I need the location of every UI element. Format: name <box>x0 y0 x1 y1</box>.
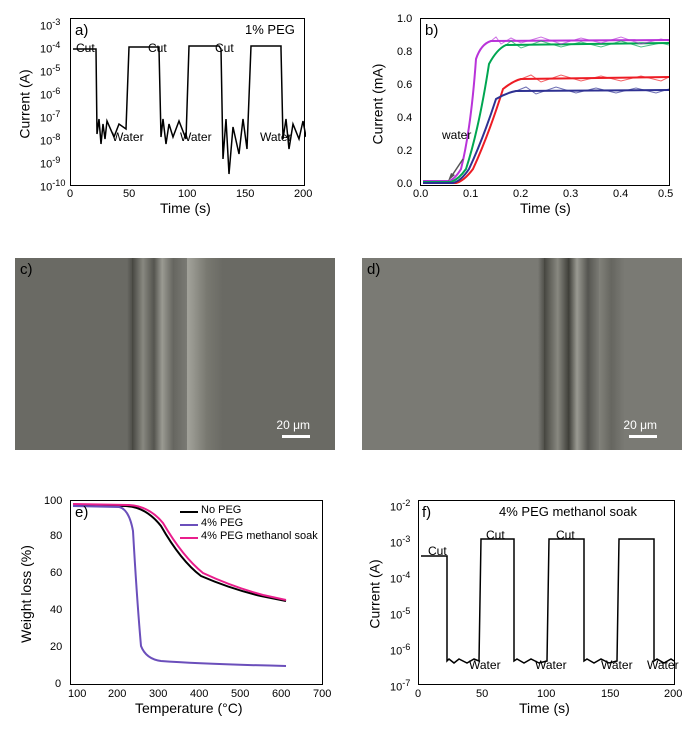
panel-label-d: d) <box>367 261 380 278</box>
ylabel-b: Current (mA) <box>369 64 385 145</box>
panel-label-e: e) <box>75 504 88 521</box>
panel-label-b: b) <box>425 22 438 39</box>
title-a: 1% PEG <box>245 22 295 37</box>
ytick: 0.2 <box>397 145 412 157</box>
scale-text-d: 20 μm <box>623 418 657 432</box>
ytick: 10-2 <box>390 498 410 514</box>
ytick: 0.8 <box>397 46 412 58</box>
ytick: 10-6 <box>40 86 60 102</box>
ytick: 10-7 <box>40 109 60 125</box>
panel-b-svg <box>421 19 671 187</box>
legend-text: 4% PEG <box>201 517 243 529</box>
legend-text: No PEG <box>201 504 241 516</box>
ytick: 40 <box>50 604 62 616</box>
ytick: 1.0 <box>397 13 412 25</box>
legend-line <box>180 524 198 526</box>
sem-image-c: c) 20 μm <box>15 258 335 450</box>
panel-e-svg <box>71 501 324 686</box>
xtick: 0 <box>67 188 73 200</box>
ann: Cut <box>486 528 505 542</box>
ytick: 0.4 <box>397 112 412 124</box>
ann: Water <box>112 130 144 144</box>
ytick: 10-3 <box>40 17 60 33</box>
ytick: 10-10 <box>40 178 65 194</box>
xtick: 200 <box>294 188 312 200</box>
xtick: 300 <box>149 688 167 700</box>
legend-line <box>180 537 198 539</box>
xtick: 50 <box>476 688 488 700</box>
plot-a <box>70 18 305 186</box>
xtick: 50 <box>123 188 135 200</box>
ytick: 10-6 <box>390 642 410 658</box>
xtick: 0.5 <box>658 188 673 200</box>
ytick: 10-8 <box>40 132 60 148</box>
xlabel-a: Time (s) <box>160 200 211 216</box>
ytick: 0 <box>55 678 61 690</box>
xtick: 100 <box>68 688 86 700</box>
ytick: 10-5 <box>390 606 410 622</box>
scale-text-c: 20 μm <box>276 418 310 432</box>
ann: Cut <box>428 544 447 558</box>
ytick: 60 <box>50 567 62 579</box>
xtick: 0 <box>415 688 421 700</box>
xtick: 0.2 <box>513 188 528 200</box>
ylabel-f: Current (A) <box>367 559 383 628</box>
ytick: 0.0 <box>397 178 412 190</box>
xtick: 0.3 <box>563 188 578 200</box>
xtick: 150 <box>236 188 254 200</box>
ytick: 20 <box>50 641 62 653</box>
ytick: 10-5 <box>40 63 60 79</box>
ann: Water <box>260 130 292 144</box>
panel-label-f: f) <box>422 504 431 521</box>
panel-label-a: a) <box>75 22 88 39</box>
ytick: 80 <box>50 530 62 542</box>
scale-bar-c <box>282 435 310 438</box>
xlabel-b: Time (s) <box>520 200 571 216</box>
ann: Cut <box>76 41 95 55</box>
xtick: 100 <box>537 688 555 700</box>
xtick: 0.0 <box>413 188 428 200</box>
ann: Cut <box>148 41 167 55</box>
ann: Water <box>647 658 679 672</box>
ylabel-e: Weight loss (%) <box>18 545 34 643</box>
xtick: 100 <box>178 188 196 200</box>
ann: Water <box>535 658 567 672</box>
xtick: 200 <box>108 688 126 700</box>
plot-e <box>70 500 323 685</box>
panel-label-c: c) <box>20 261 33 278</box>
sem-image-d: d) 20 μm <box>362 258 682 450</box>
scale-bar-d <box>629 435 657 438</box>
xtick: 0.4 <box>613 188 628 200</box>
ann: Water <box>469 658 501 672</box>
legend-line <box>180 511 198 513</box>
legend-text: 4% PEG methanol soak <box>201 530 318 542</box>
ytick: 0.6 <box>397 79 412 91</box>
ytick: 10-7 <box>390 678 410 694</box>
panel-a-svg <box>71 19 306 187</box>
xtick: 600 <box>272 688 290 700</box>
ann: Water <box>601 658 633 672</box>
xtick: 400 <box>190 688 208 700</box>
xtick: 150 <box>601 688 619 700</box>
xlabel-f: Time (s) <box>519 700 570 716</box>
xtick: 700 <box>313 688 331 700</box>
ann: Cut <box>556 528 575 542</box>
ann-water: water <box>442 128 471 142</box>
ytick: 100 <box>44 495 62 507</box>
ytick: 10-9 <box>40 155 60 171</box>
xtick: 200 <box>664 688 682 700</box>
xtick: 500 <box>231 688 249 700</box>
ytick: 10-4 <box>390 570 410 586</box>
plot-b <box>420 18 670 186</box>
xlabel-e: Temperature (°C) <box>135 700 243 716</box>
ytick: 10-3 <box>390 534 410 550</box>
ann: Water <box>180 130 212 144</box>
ytick: 10-4 <box>40 40 60 56</box>
ann: Cut <box>215 41 234 55</box>
title-f: 4% PEG methanol soak <box>499 504 637 519</box>
ylabel-a: Current (A) <box>17 69 33 138</box>
xtick: 0.1 <box>463 188 478 200</box>
